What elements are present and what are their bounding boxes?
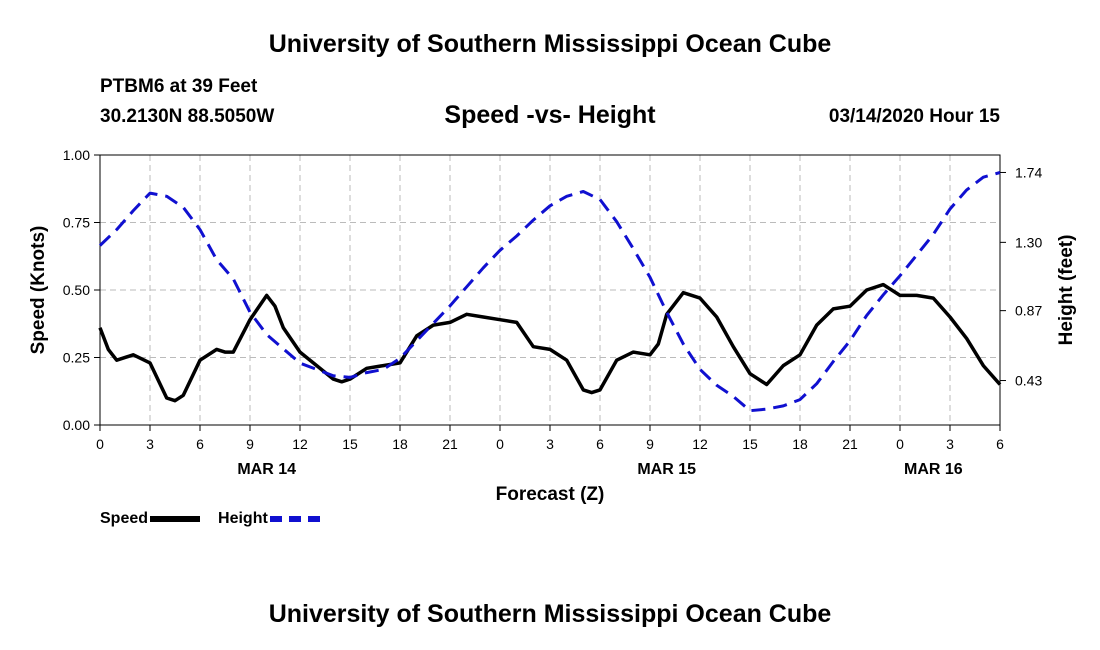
x-tick-label: 12 [692,436,708,452]
y-tick-label: 1.00 [63,147,90,163]
x-tick-label: 3 [946,436,954,452]
legend-height-swatch [269,516,320,522]
x-axis-label: Forecast (Z) [496,484,605,505]
y2-tick-label: 1.30 [1015,234,1042,250]
x-tick-label: 6 [596,436,604,452]
x-tick-label: 0 [496,436,504,452]
x-tick-label: 18 [792,436,808,452]
chart-subtitle: Speed -vs- Height [444,101,656,129]
x-tick-label: 18 [392,436,408,452]
x-tick-label: 21 [442,436,458,452]
date-label: MAR 15 [637,461,696,478]
y-tick-label: 0.25 [63,350,90,366]
station-label: PTBM6 at 39 Feet [100,76,258,97]
x-tick-label: 6 [196,436,204,452]
y-tick-label: 0.50 [63,282,90,298]
page-title: University of Southern Mississippi Ocean… [268,30,832,58]
plot-frame [99,154,1001,426]
legend: Speed Height [100,510,320,528]
y2-tick-label: 1.74 [1015,164,1042,180]
height-series-line [98,171,1001,413]
x-tick-label: 3 [546,436,554,452]
coordinates-label: 30.2130N 88.5050W [100,106,275,127]
x-tick-label: 9 [646,436,654,452]
legend-speed-swatch [150,516,201,522]
date-label: MAR 14 [237,461,296,478]
x-tick-label: 15 [342,436,358,452]
x-tick-label: 0 [96,436,104,452]
x-tick-label: 12 [292,436,308,452]
x-tick-label: 0 [896,436,904,452]
y2-tick-label: 0.43 [1015,373,1042,389]
speed-series-line [98,282,1002,403]
y-axis-label: Speed (Knots) [28,226,49,355]
date-label: MAR 16 [904,461,963,478]
x-tick-label: 21 [842,436,858,452]
legend-height-label: Height [218,510,268,527]
x-tick-label: 9 [246,436,254,452]
x-tick-label: 3 [146,436,154,452]
y-tick-label: 0.75 [63,215,90,231]
forecast-datetime: 03/14/2020 Hour 15 [828,106,1000,127]
y-tick-label: 0.00 [63,417,90,433]
x-tick-label: 15 [742,436,758,452]
y2-axis-label: Height (feet) [1056,235,1077,346]
legend-speed-label: Speed [100,510,149,527]
footer-title: University of Southern Mississippi Ocean… [268,600,832,628]
y2-tick-label: 0.87 [1015,303,1042,319]
x-tick-label: 6 [996,436,1004,452]
